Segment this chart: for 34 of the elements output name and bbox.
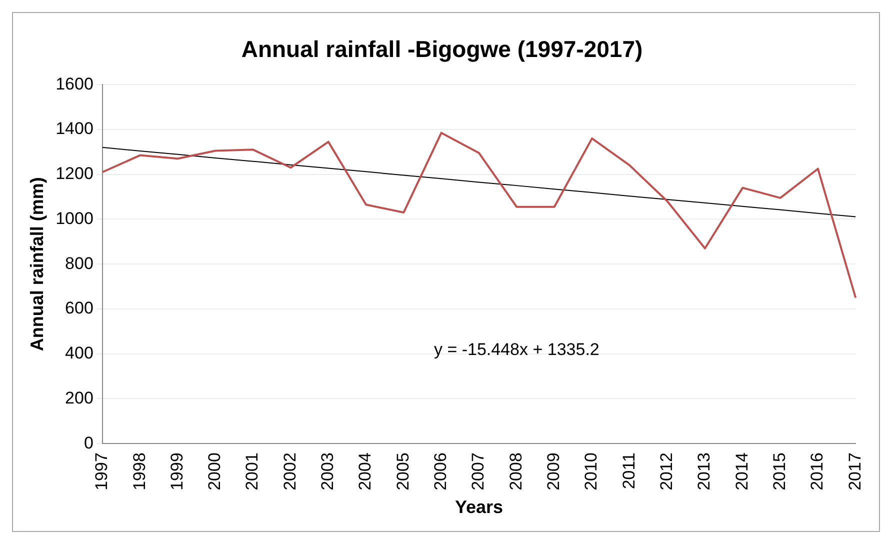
x-tick-label: 1998 — [130, 452, 149, 490]
x-tick-label: 2002 — [280, 452, 300, 490]
x-tick-label: 2005 — [393, 452, 412, 490]
x-axis-title: Years — [454, 497, 504, 518]
chart-title: Annual rainfall -Bigogwe (1997-2017) — [241, 36, 643, 62]
y-tick-label: 400 — [65, 344, 94, 363]
x-tick-label: 2001 — [242, 452, 262, 490]
x-tick-label: 2006 — [431, 452, 450, 490]
y-tick-label: 800 — [65, 254, 94, 273]
x-tick-label: 2008 — [506, 452, 526, 490]
y-tick-label: 600 — [65, 298, 94, 318]
annotation: y = -15.448x + 1335.2 — [434, 340, 600, 359]
x-tick-label: 2016 — [808, 452, 827, 490]
x-tick-label: 2007 — [468, 452, 488, 490]
x-tick-label: 2010 — [582, 452, 601, 490]
x-tick-label: 2009 — [544, 452, 564, 490]
x-tick-label: 2015 — [770, 452, 789, 490]
x-tick-label: 2012 — [656, 452, 676, 490]
x-tick-label: 2003 — [318, 452, 338, 490]
x-tick-label: 2004 — [356, 452, 375, 490]
x-tick-label: 2014 — [732, 452, 752, 490]
x-tick-label: 2011 — [619, 452, 638, 490]
y-axis-title: Annual rainfall (mm) — [26, 177, 47, 352]
x-tick-label: 1999 — [167, 452, 186, 490]
y-tick-label: 1400 — [56, 119, 94, 138]
y-tick-label: 1000 — [56, 208, 94, 228]
x-tick-label: 2013 — [694, 452, 714, 490]
x-tick-label: 2017 — [845, 452, 864, 490]
y-tick-label: 0 — [84, 433, 94, 452]
y-tick-label: 1600 — [56, 74, 94, 94]
y-tick-label: 200 — [65, 388, 94, 408]
x-tick-label: 2000 — [205, 452, 224, 490]
y-tick-label: 1200 — [56, 164, 94, 184]
x-tick-label: 1997 — [92, 452, 112, 490]
